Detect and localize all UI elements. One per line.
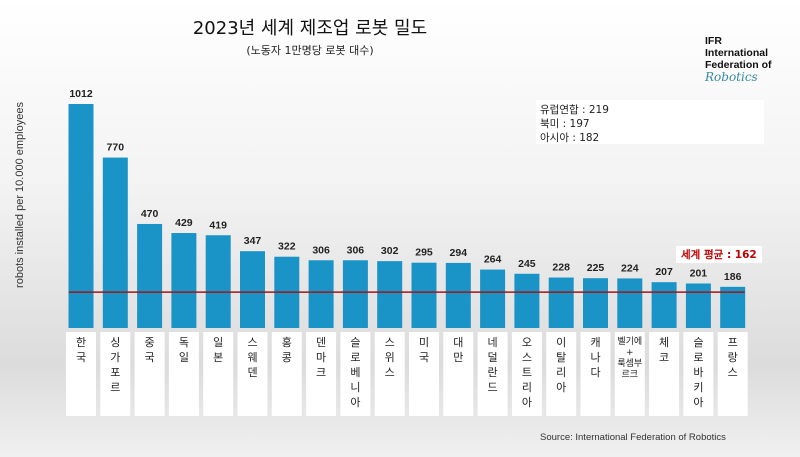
logo-text: Federation of	[705, 59, 772, 71]
bar	[137, 223, 163, 328]
category-label-box	[134, 332, 165, 416]
category-label-box	[580, 332, 611, 416]
category-label-box	[477, 332, 508, 416]
data-label: 294	[450, 247, 468, 259]
category-label-box	[511, 332, 542, 416]
category-label-box	[443, 332, 474, 416]
data-label: 224	[621, 262, 639, 274]
world-average-label: 세계 평균 : 162	[676, 246, 762, 263]
data-label: 264	[484, 254, 502, 266]
category-label-box	[168, 332, 199, 416]
logo-text: International	[705, 47, 769, 59]
bar	[480, 269, 506, 328]
category-label-box	[546, 332, 577, 416]
data-label: 295	[415, 247, 433, 259]
data-label: 306	[312, 244, 330, 256]
category-label-box	[203, 332, 234, 416]
source-note: Source: International Federation of Robo…	[540, 432, 726, 443]
bar	[171, 233, 197, 328]
bar	[617, 278, 643, 328]
bar	[205, 235, 231, 328]
category-label-box	[649, 332, 680, 416]
bar	[411, 262, 437, 328]
data-label: 306	[347, 244, 365, 256]
annotation-eu: 유럽연합 : 219	[540, 104, 609, 116]
bar	[445, 262, 471, 328]
data-label: 228	[552, 262, 570, 274]
category-label-box	[614, 332, 645, 416]
annotation-north-america: 북미 : 197	[540, 118, 590, 130]
category-label-box	[306, 332, 337, 416]
data-label: 419	[209, 219, 227, 231]
data-label: 347	[244, 235, 262, 247]
category-label-box	[340, 332, 371, 416]
category-label-box	[66, 332, 96, 416]
data-label: 770	[107, 142, 125, 154]
bar	[651, 282, 677, 328]
category-label-box	[100, 332, 131, 416]
data-label: 186	[724, 271, 742, 283]
category-label: 벨기에 + 룩셈부 르크	[617, 336, 642, 380]
bar	[102, 157, 128, 328]
data-label: 225	[587, 262, 605, 274]
bar	[583, 278, 608, 328]
chart-subtitle: (노동자 1만명당 로봇 대수)	[246, 44, 374, 57]
category-label-box	[237, 332, 268, 416]
data-label: 201	[690, 268, 708, 280]
ifr-logo: IFR International Federation of Robotics	[705, 35, 772, 83]
category-label-box	[374, 332, 405, 416]
category-label-box	[683, 332, 714, 416]
logo-text: Robotics	[705, 70, 758, 84]
data-label: 470	[141, 208, 159, 220]
bar	[377, 261, 403, 328]
category-label-box	[409, 332, 439, 416]
data-label: 1012	[69, 88, 93, 100]
category-label-box	[271, 332, 302, 416]
data-label: 245	[518, 258, 536, 270]
category-label-box	[717, 332, 748, 416]
data-label: 302	[381, 245, 399, 257]
data-label: 322	[278, 241, 296, 253]
bar	[240, 251, 265, 328]
regional-averages-box: 유럽연합 : 219 북미 : 197 아시아 : 182	[536, 100, 764, 144]
bar	[514, 273, 540, 328]
bar	[342, 260, 368, 328]
logo-text: IFR	[705, 35, 722, 47]
bar	[68, 104, 94, 328]
chart-title: 2023년 세계 제조업 로봇 밀도	[192, 18, 428, 39]
bar	[548, 277, 574, 328]
bar	[308, 260, 334, 328]
bar	[685, 283, 711, 328]
data-label: 429	[175, 217, 193, 229]
annotation-asia: 아시아 : 182	[540, 132, 600, 144]
data-label: 207	[655, 266, 673, 278]
bar	[720, 286, 746, 328]
